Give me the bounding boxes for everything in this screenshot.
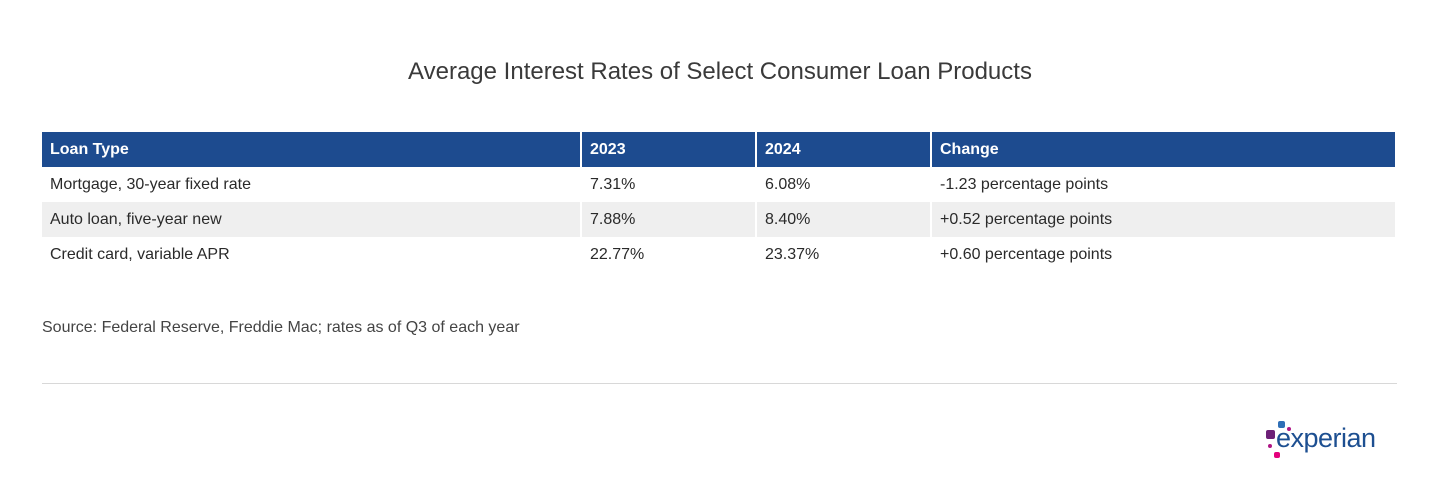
cell-2024: 8.40% xyxy=(755,202,931,237)
header-loan-type: Loan Type xyxy=(42,132,581,167)
cell-2024: 23.37% xyxy=(755,237,931,272)
cell-loan-type: Credit card, variable APR xyxy=(50,245,230,263)
cell-loan-type: Auto loan, five-year new xyxy=(42,202,581,237)
cell-change: +0.52 percentage points xyxy=(930,202,1395,237)
cell-2023: 22.77% xyxy=(580,237,756,272)
page-title: Average Interest Rates of Select Consume… xyxy=(408,58,1032,85)
header-2024: 2024 xyxy=(755,132,931,167)
cell-2024: 6.08% xyxy=(755,167,931,202)
table-header-row: Loan Type 2023 2024 Change xyxy=(42,132,1395,167)
table-row: Auto loan, five-year new 7.88% 8.40% +0.… xyxy=(42,202,1395,237)
logo-text: experian xyxy=(1276,423,1376,453)
header-change: Change xyxy=(930,132,1395,167)
cell-change: +0.60 percentage points xyxy=(930,237,1395,272)
cell-loan-type: Mortgage, 30-year fixed rate xyxy=(50,175,251,193)
cell-2023: 7.31% xyxy=(580,167,756,202)
table-row: Credit card, variable APR 22.77% 23.37% … xyxy=(42,237,1395,272)
divider xyxy=(42,383,1397,384)
loan-rates-table: Loan Type 2023 2024 Change Mortgage, 30-… xyxy=(42,132,1395,272)
cell-change: -1.23 percentage points xyxy=(930,167,1395,202)
cell-2023: 7.88% xyxy=(580,202,756,237)
experian-logo: experian xyxy=(1262,418,1402,466)
header-2023: 2023 xyxy=(580,132,756,167)
table-row: Mortgage, 30-year fixed rate 7.31% 6.08%… xyxy=(42,167,1395,202)
source-note: Source: Federal Reserve, Freddie Mac; ra… xyxy=(42,319,520,336)
